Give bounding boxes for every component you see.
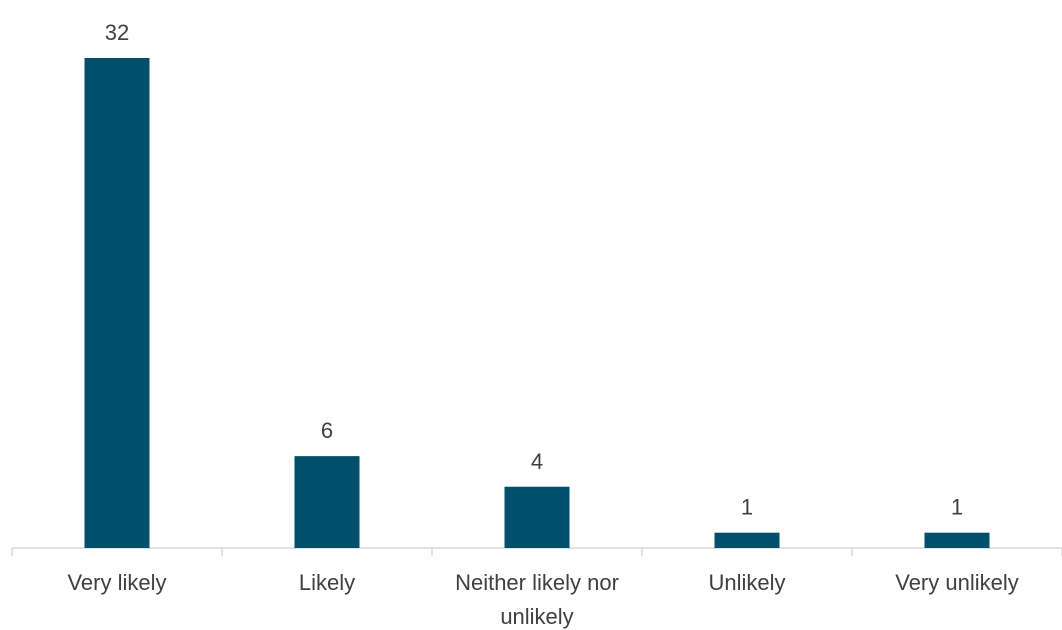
bar xyxy=(504,486,570,548)
data-labels: 32 6 4 1 1 xyxy=(105,20,963,520)
data-label: 1 xyxy=(951,495,963,520)
category-label: Very unlikely xyxy=(895,570,1019,595)
data-label: 32 xyxy=(105,20,129,45)
bar xyxy=(714,532,780,548)
data-label: 1 xyxy=(741,495,753,520)
category-label: Unlikely xyxy=(708,570,785,595)
bar xyxy=(84,58,150,548)
category-labels: Very likely Likely Neither likely nor unlik… xyxy=(67,570,1018,629)
data-label: 4 xyxy=(531,449,543,474)
x-axis xyxy=(11,547,1062,556)
data-label: 6 xyxy=(321,418,333,443)
bar xyxy=(294,456,360,548)
bar xyxy=(924,532,990,548)
bars xyxy=(84,58,990,548)
category-label: Likely xyxy=(299,570,355,595)
category-label: Neither likely nor unlikely xyxy=(455,570,619,629)
category-label: Very likely xyxy=(67,570,166,595)
